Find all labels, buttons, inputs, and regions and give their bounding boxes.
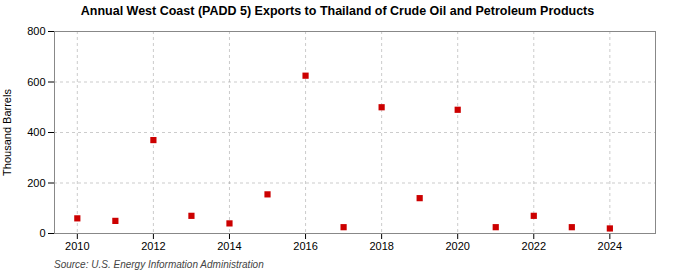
svg-text:2020: 2020	[445, 240, 469, 252]
svg-text:800: 800	[27, 25, 45, 37]
svg-text:Thousand Barrels: Thousand Barrels	[1, 89, 13, 176]
svg-text:2018: 2018	[369, 240, 393, 252]
html-text:Annual West Coast (PADD 5) Exp: Annual West Coast (PADD 5) Exports to Th…	[80, 4, 595, 18]
svg-text:2016: 2016	[293, 240, 317, 252]
svg-text:2012: 2012	[141, 240, 165, 252]
svg-text:2010: 2010	[65, 240, 89, 252]
svg-text:400: 400	[27, 126, 45, 138]
svg-text:0: 0	[39, 227, 45, 239]
svg-text:2014: 2014	[217, 240, 241, 252]
svg-text:600: 600	[27, 76, 45, 88]
svg-text:200: 200	[27, 177, 45, 189]
svg-text:2022: 2022	[522, 240, 546, 252]
svg-text:2024: 2024	[598, 240, 622, 252]
html-text:Source: U.S. Energy Informatio: Source: U.S. Energy Information Administ…	[54, 259, 264, 270]
